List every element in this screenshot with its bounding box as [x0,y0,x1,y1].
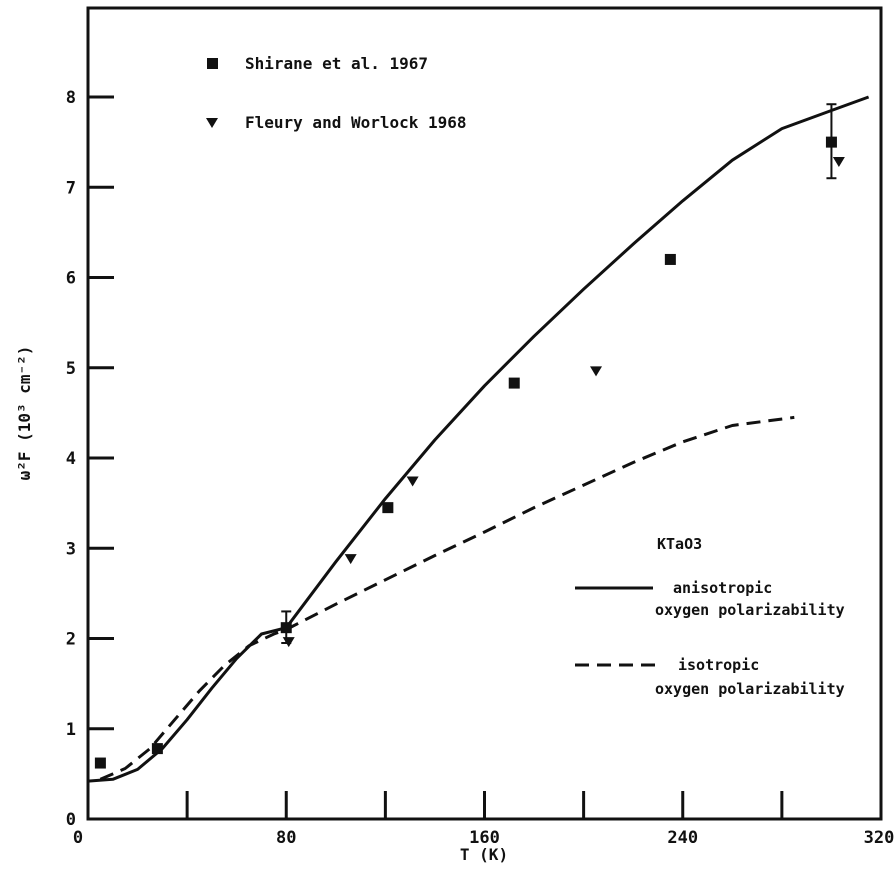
y-tick-label: 0 [66,810,76,830]
isotropic-curve [99,415,795,781]
legend-label-shirane: Shirane et al. 1967 [245,54,428,73]
square-marker [280,622,292,634]
x-tick-label: 0 [73,828,83,848]
triangle-marker [282,637,295,648]
y-tick-label: 5 [66,359,76,379]
y-tick-label: 3 [66,539,76,559]
y-axis-label: ω²F (10³ cm⁻²) [15,346,34,481]
y-tick-label: 1 [66,720,76,740]
triangle-marker [590,366,603,377]
x-tick-label: 240 [667,828,698,848]
data-markers [94,103,845,769]
x-tick-label: 80 [276,828,296,848]
triangle-marker [832,156,845,167]
square-marker [94,757,106,769]
x-tick-labels: 0 80 160 240 320 [73,828,894,848]
square-marker [151,743,163,755]
legend-square-marker [207,58,218,69]
compound-label: KTaO3 [657,535,702,553]
x-axis-label: T (K) [460,845,508,864]
x-tick-label: 160 [469,828,500,848]
square-marker [508,377,520,389]
legend-label-fleury: Fleury and Worlock 1968 [245,113,467,132]
y-tick-label: 4 [66,449,76,469]
triangle-marker [344,554,357,565]
anisotropic-label-line2: oxygen polarizability [655,601,845,619]
y-axis-ticks [88,95,114,731]
isotropic-label-line2: oxygen polarizability [655,680,845,698]
anisotropic-curve [87,95,870,783]
legend-triangle-marker [206,118,218,128]
x-tick-label: 320 [864,828,895,848]
fit-curves [87,95,870,783]
y-tick-label: 8 [66,88,76,108]
anisotropic-label-line1: anisotropic [673,579,772,597]
triangle-marker [406,476,419,487]
square-marker [382,502,394,514]
y-tick-label: 6 [66,269,76,289]
y-tick-label: 2 [66,630,76,650]
square-marker [825,136,837,148]
x-axis-ticks [185,791,784,819]
y-tick-labels: 0 1 2 3 4 5 6 7 8 [66,88,76,830]
y-tick-label: 7 [66,178,76,198]
square-marker [664,253,676,265]
isotropic-label-line1: isotropic [678,656,759,674]
